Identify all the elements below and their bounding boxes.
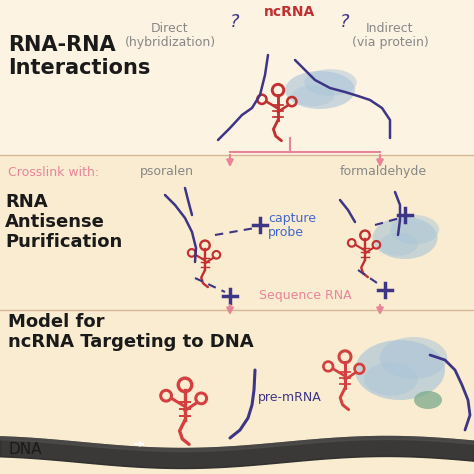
Ellipse shape xyxy=(391,215,439,244)
Ellipse shape xyxy=(373,217,438,259)
Text: ?: ? xyxy=(340,13,350,31)
Text: Direct: Direct xyxy=(151,21,189,35)
Text: Model for: Model for xyxy=(8,313,104,331)
Ellipse shape xyxy=(380,337,447,379)
Text: pre-mRNA: pre-mRNA xyxy=(258,392,322,404)
Text: ncRNA: ncRNA xyxy=(264,5,316,19)
Text: (hybridization): (hybridization) xyxy=(125,36,216,48)
Text: psoralen: psoralen xyxy=(140,165,194,179)
Ellipse shape xyxy=(285,71,355,109)
Text: formaldehyde: formaldehyde xyxy=(340,165,427,179)
Text: Indirect: Indirect xyxy=(366,21,414,35)
Text: RNA: RNA xyxy=(5,193,47,211)
Ellipse shape xyxy=(355,340,445,400)
Text: ncRNA Targeting to DNA: ncRNA Targeting to DNA xyxy=(8,333,254,351)
Text: Sequence RNA: Sequence RNA xyxy=(259,289,351,301)
Ellipse shape xyxy=(292,85,334,106)
Ellipse shape xyxy=(364,363,418,395)
Bar xyxy=(0,155,474,310)
Bar xyxy=(0,0,474,155)
Text: RNA-RNA: RNA-RNA xyxy=(8,35,116,55)
Text: ?: ? xyxy=(230,13,240,31)
Bar xyxy=(0,310,474,474)
Text: Interactions: Interactions xyxy=(8,58,150,78)
Text: probe: probe xyxy=(268,226,304,238)
Ellipse shape xyxy=(304,69,357,96)
Text: Crosslink with:: Crosslink with: xyxy=(8,165,99,179)
Text: (via protein): (via protein) xyxy=(352,36,428,48)
Ellipse shape xyxy=(379,233,418,256)
Text: Purification: Purification xyxy=(5,233,122,251)
Text: capture: capture xyxy=(268,211,316,225)
Ellipse shape xyxy=(414,391,442,409)
Text: Antisense: Antisense xyxy=(5,213,105,231)
Text: DNA: DNA xyxy=(8,443,42,457)
